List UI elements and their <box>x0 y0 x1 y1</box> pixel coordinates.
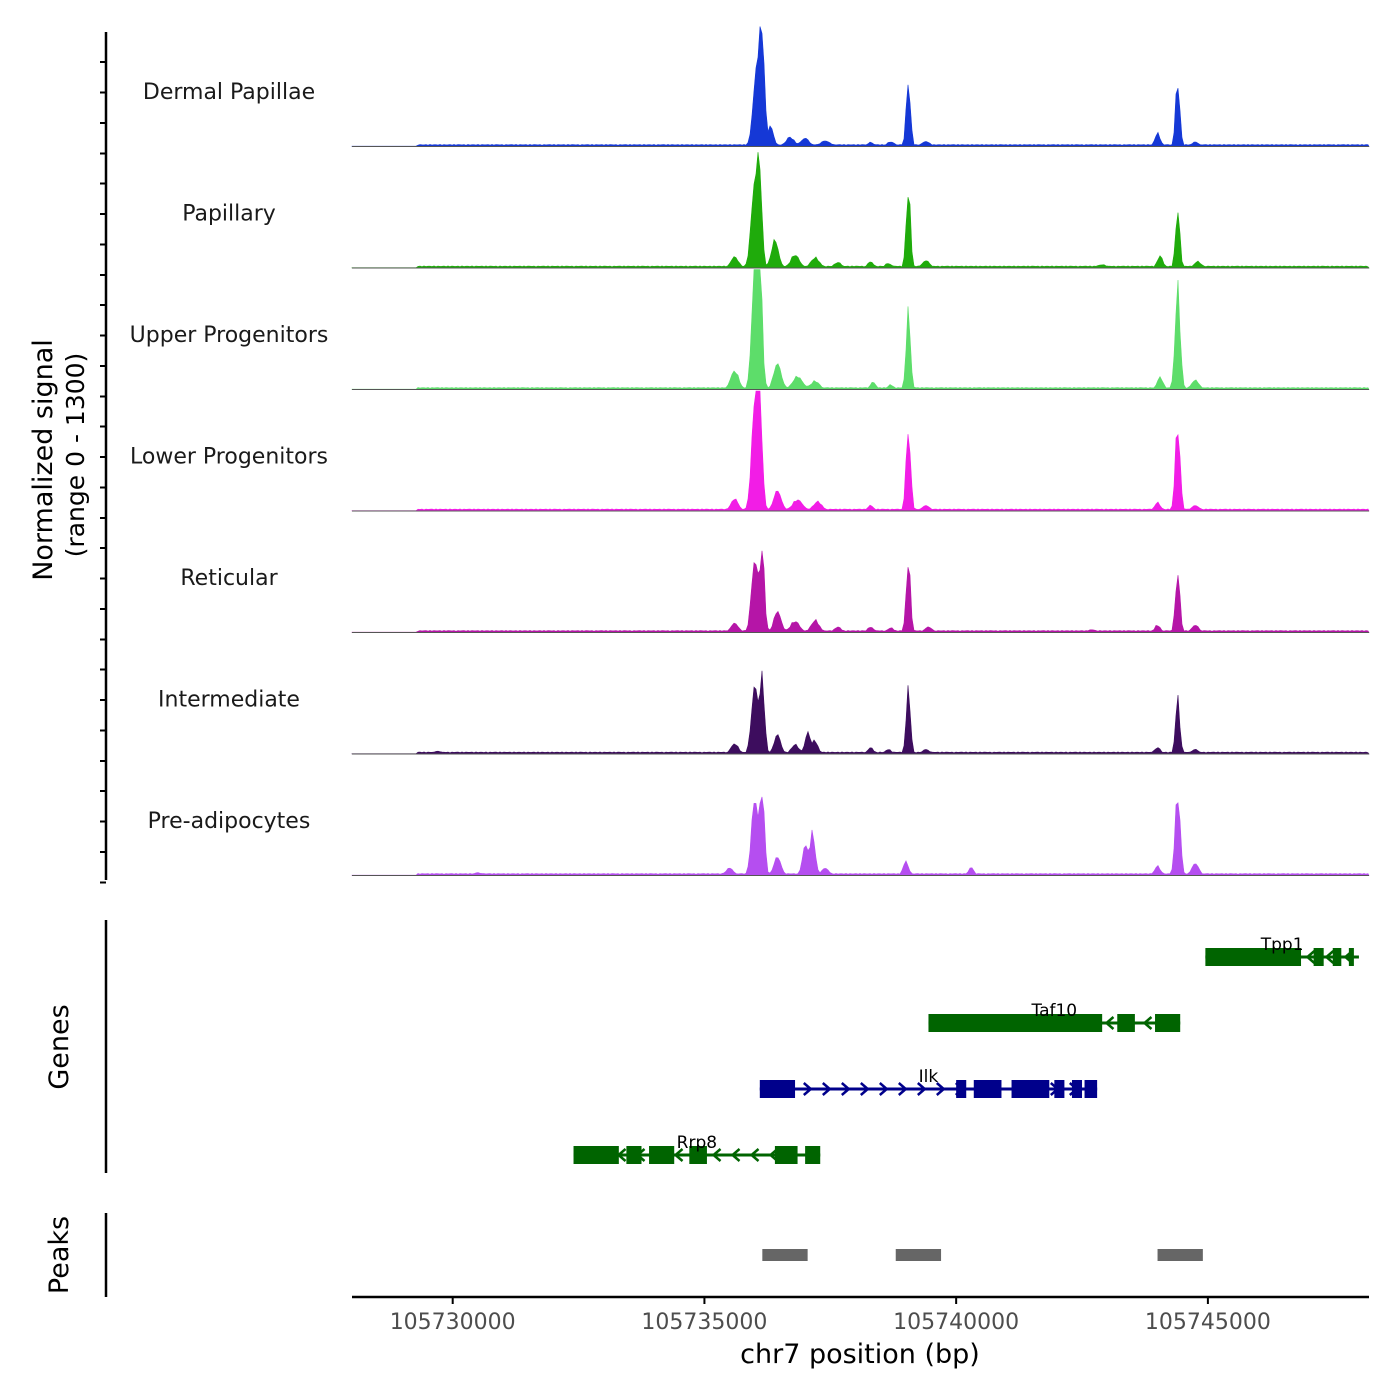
gene-tpp1: Tpp1 <box>1205 935 1359 966</box>
gene-exon <box>689 1146 707 1164</box>
x-tick-label: 105735000 <box>641 1310 767 1335</box>
gene-exon <box>1332 948 1342 966</box>
gene-rrp8: Rrp8 <box>573 1133 821 1164</box>
peaks-panel: Peaks <box>44 1213 1203 1297</box>
x-axis: 105730000 105735000 105740000 105745000 chr… <box>352 1295 1369 1370</box>
strand-arrow <box>802 1082 813 1096</box>
gene-taf10: Taf10 <box>928 1001 1181 1032</box>
coverage-y-ticks <box>100 61 106 884</box>
strand-arrow <box>878 1082 889 1096</box>
gene-exon <box>1071 1080 1083 1098</box>
gene-exon <box>928 1014 1103 1032</box>
y-axis-title-line1: Normalized signal <box>28 339 59 581</box>
strand-arrow <box>1142 1016 1153 1030</box>
gene-exon <box>973 1080 1002 1098</box>
gene-exon <box>1313 948 1324 966</box>
strand-arrow <box>673 1148 684 1162</box>
gene-label: Tpp1 <box>1260 935 1304 955</box>
track-6: Intermediate <box>158 670 1370 755</box>
y-axis-title-line2: (range 0 - 1300) <box>61 353 90 558</box>
gene-exon <box>1011 1080 1050 1098</box>
x-axis-title: chr7 position (bp) <box>740 1339 980 1370</box>
track-label: Intermediate <box>158 688 300 713</box>
gene-label: Ilk <box>919 1067 939 1087</box>
gene-exon <box>1084 1080 1098 1098</box>
x-tick-label: 105730000 <box>390 1310 516 1335</box>
gene-exon <box>1155 1014 1181 1032</box>
gene-exon <box>626 1146 642 1164</box>
strand-arrow <box>1305 950 1316 964</box>
gene-exon <box>1054 1080 1065 1098</box>
track-5: Reticular <box>180 550 1370 633</box>
peak-region <box>762 1249 808 1261</box>
strand-arrow <box>821 1082 832 1096</box>
strand-arrow <box>897 1082 908 1096</box>
strand-arrow <box>711 1148 722 1162</box>
track-7: Pre-adipocytes <box>148 796 1370 876</box>
strand-arrow <box>859 1082 870 1096</box>
track-label: Reticular <box>180 566 278 591</box>
track-label: Lower Progenitors <box>130 445 328 470</box>
coverage-area <box>351 152 1370 269</box>
coverage-area <box>351 796 1370 876</box>
coverage-area <box>351 269 1370 390</box>
coverage-panel: Normalized signal (range 0 - 1300) Derma… <box>28 26 1370 884</box>
track-3: Upper Progenitors <box>130 269 1370 390</box>
x-tick-label: 105740000 <box>893 1310 1019 1335</box>
gene-exon <box>759 1080 796 1098</box>
gene-exon <box>573 1146 619 1164</box>
gene-models: Tpp1 Taf10 Ilk Rrp8 <box>573 935 1359 1164</box>
gene-exon <box>956 1080 967 1098</box>
strand-arrow <box>1104 1016 1115 1030</box>
strand-arrow <box>1324 950 1335 964</box>
x-axis-ticks: 105730000 105735000 105740000 105745000 <box>390 1297 1271 1335</box>
gene-exon <box>649 1146 675 1164</box>
strand-arrow <box>916 1082 927 1096</box>
strand-arrow <box>749 1148 760 1162</box>
coverage-area <box>351 390 1370 512</box>
track-label: Dermal Papillae <box>143 80 315 105</box>
gene-label: Taf10 <box>1031 1001 1078 1021</box>
gene-ilk: Ilk <box>759 1067 1098 1098</box>
genes-panel: Genes Tpp1 Taf10 Ilk Rrp8 <box>44 920 1359 1173</box>
gene-exon <box>1117 1014 1135 1032</box>
gene-label: Rrp8 <box>677 1133 717 1153</box>
x-tick-label: 105745000 <box>1145 1310 1271 1335</box>
coverage-area <box>351 26 1370 147</box>
peak-region <box>895 1249 942 1261</box>
gene-exon <box>774 1146 798 1164</box>
track-1: Dermal Papillae <box>143 26 1370 147</box>
gene-exon <box>1348 948 1354 966</box>
track-label: Upper Progenitors <box>130 323 329 348</box>
track-label: Papillary <box>182 202 276 227</box>
track-4: Lower Progenitors <box>130 390 1370 512</box>
gene-exon <box>1205 948 1302 966</box>
gene-exon <box>805 1146 821 1164</box>
peaks-panel-title: Peaks <box>44 1216 75 1294</box>
track-2: Papillary <box>182 152 1370 269</box>
strand-arrow <box>730 1148 741 1162</box>
peak-regions <box>762 1249 1203 1261</box>
peak-region <box>1157 1249 1203 1261</box>
coverage-area <box>351 550 1370 633</box>
track-label: Pre-adipocytes <box>148 809 311 834</box>
coverage-area <box>351 670 1370 755</box>
genes-panel-title: Genes <box>44 1004 75 1089</box>
strand-arrow <box>840 1082 851 1096</box>
coverage-tracks: Dermal Papillae Papillary Upper Progenitor… <box>130 26 1370 876</box>
strand-arrow <box>935 1082 946 1096</box>
